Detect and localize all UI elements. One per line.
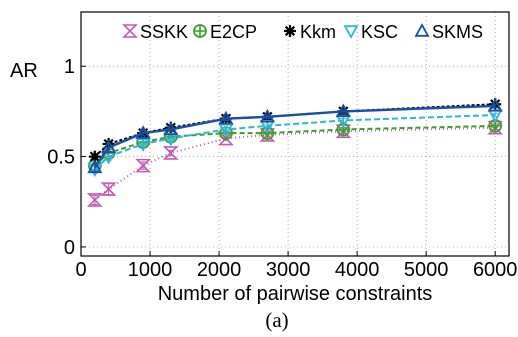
- legend-item-ksc: KSC: [343, 22, 398, 42]
- marker-shape: [218, 110, 234, 125]
- marker-shape: [218, 123, 234, 138]
- series-group: [86, 98, 504, 207]
- marker-shape: [163, 121, 179, 136]
- legend-item-e2cp: E2CP: [193, 22, 257, 42]
- x-tick-label: 6000: [473, 259, 518, 281]
- marker-shape: [100, 182, 117, 196]
- data-point: [162, 146, 179, 160]
- legend-item-kkm: Kkm: [284, 22, 336, 42]
- legend-marker: [284, 25, 296, 37]
- x-tick-label: 0: [75, 259, 86, 281]
- legend-marker: [193, 24, 207, 38]
- x-tick-label: 5000: [404, 259, 449, 281]
- series-line: [93, 104, 496, 169]
- data-point: [135, 138, 151, 152]
- legend-item-sskk: SSKK: [122, 22, 188, 42]
- data-point: [335, 124, 352, 139]
- series-skms: [87, 98, 503, 174]
- marker-shape: [284, 25, 296, 37]
- marker-shape: [335, 103, 351, 118]
- data-point: [163, 121, 179, 136]
- legend-marker: [122, 24, 138, 38]
- marker-shape: [135, 158, 152, 173]
- data-point: [135, 158, 152, 173]
- y-tick-label: 1: [64, 56, 75, 78]
- data-point: [101, 139, 117, 154]
- marker-shape: [135, 125, 151, 139]
- marker-shape: [87, 159, 103, 174]
- legend-marker: [414, 23, 430, 37]
- data-point: [218, 123, 234, 138]
- series-line: [94, 114, 496, 170]
- series-e2cp: [87, 118, 503, 173]
- marker-shape: [259, 108, 275, 123]
- series-line: [94, 126, 496, 201]
- marker-shape: [135, 138, 151, 152]
- axis-ticks: 0 1000 2000 3000 4000 5000 6000 0 0.5 1: [47, 56, 517, 281]
- marker-shape: [122, 24, 138, 38]
- x-axis-label: Number of pairwise constraints: [158, 283, 433, 305]
- data-point: [335, 103, 351, 118]
- marker-shape: [101, 139, 117, 154]
- y-axis-label: AR: [10, 60, 38, 82]
- marker-shape: [414, 23, 430, 37]
- series-sskk: [86, 120, 504, 207]
- marker-shape: [343, 25, 359, 39]
- legend-marker: [343, 25, 359, 39]
- legend-label: KSC: [361, 22, 398, 42]
- figure-caption: (a): [265, 308, 288, 332]
- x-tick-label: 1000: [128, 259, 173, 281]
- plot-frame: [80, 11, 510, 257]
- legend-label: Kkm: [300, 22, 336, 42]
- x-tick-label: 3000: [266, 259, 311, 281]
- data-point: [135, 125, 151, 139]
- data-point: [218, 110, 234, 125]
- legend-label: SSKK: [140, 22, 188, 42]
- marker-shape: [487, 120, 504, 135]
- marker-shape: [335, 124, 352, 139]
- data-point: [88, 150, 101, 163]
- legend: SSKK E2CP Kkm KSC SKMS: [122, 22, 483, 42]
- x-tick-label: 4000: [335, 259, 380, 281]
- marker-shape: [86, 193, 103, 207]
- series-ksc: [87, 109, 503, 178]
- legend-item-skms: SKMS: [414, 22, 483, 42]
- marker-shape: [162, 146, 179, 160]
- legend-label: E2CP: [210, 22, 257, 42]
- y-tick-label: 0.5: [47, 147, 75, 169]
- y-tick-label: 0: [64, 237, 75, 259]
- data-point: [100, 182, 117, 196]
- marker-shape: [194, 25, 206, 37]
- data-point: [87, 159, 103, 174]
- data-point: [259, 108, 275, 123]
- data-point: [487, 120, 504, 135]
- marker-shape: [487, 98, 503, 112]
- x-tick-label: 2000: [197, 259, 242, 281]
- grid: [81, 12, 509, 256]
- data-point: [86, 193, 103, 207]
- data-point: [487, 98, 503, 112]
- marker-shape: [88, 150, 101, 163]
- legend-label: SKMS: [432, 22, 483, 42]
